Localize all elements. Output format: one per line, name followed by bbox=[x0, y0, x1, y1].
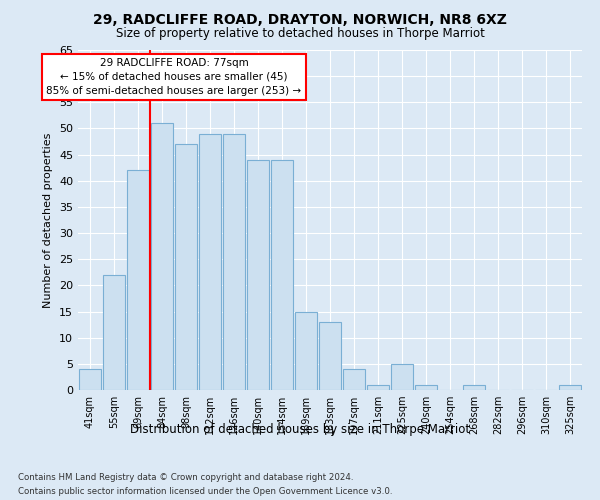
Y-axis label: Number of detached properties: Number of detached properties bbox=[43, 132, 53, 308]
Text: Size of property relative to detached houses in Thorpe Marriot: Size of property relative to detached ho… bbox=[116, 28, 484, 40]
Bar bbox=[391, 364, 413, 390]
Bar bbox=[103, 275, 125, 390]
Bar bbox=[127, 170, 149, 390]
Bar bbox=[175, 144, 197, 390]
Text: 29 RADCLIFFE ROAD: 77sqm
← 15% of detached houses are smaller (45)
85% of semi-d: 29 RADCLIFFE ROAD: 77sqm ← 15% of detach… bbox=[46, 58, 302, 96]
Bar bbox=[247, 160, 269, 390]
Text: Contains public sector information licensed under the Open Government Licence v3: Contains public sector information licen… bbox=[18, 488, 392, 496]
Bar bbox=[271, 160, 293, 390]
Bar bbox=[199, 134, 221, 390]
Bar bbox=[559, 385, 581, 390]
Bar bbox=[79, 369, 101, 390]
Bar bbox=[463, 385, 485, 390]
Text: Distribution of detached houses by size in Thorpe Marriot: Distribution of detached houses by size … bbox=[130, 422, 470, 436]
Bar bbox=[415, 385, 437, 390]
Bar bbox=[319, 322, 341, 390]
Bar bbox=[343, 369, 365, 390]
Bar bbox=[151, 123, 173, 390]
Bar bbox=[223, 134, 245, 390]
Bar bbox=[295, 312, 317, 390]
Text: Contains HM Land Registry data © Crown copyright and database right 2024.: Contains HM Land Registry data © Crown c… bbox=[18, 472, 353, 482]
Text: 29, RADCLIFFE ROAD, DRAYTON, NORWICH, NR8 6XZ: 29, RADCLIFFE ROAD, DRAYTON, NORWICH, NR… bbox=[93, 12, 507, 26]
Bar bbox=[367, 385, 389, 390]
